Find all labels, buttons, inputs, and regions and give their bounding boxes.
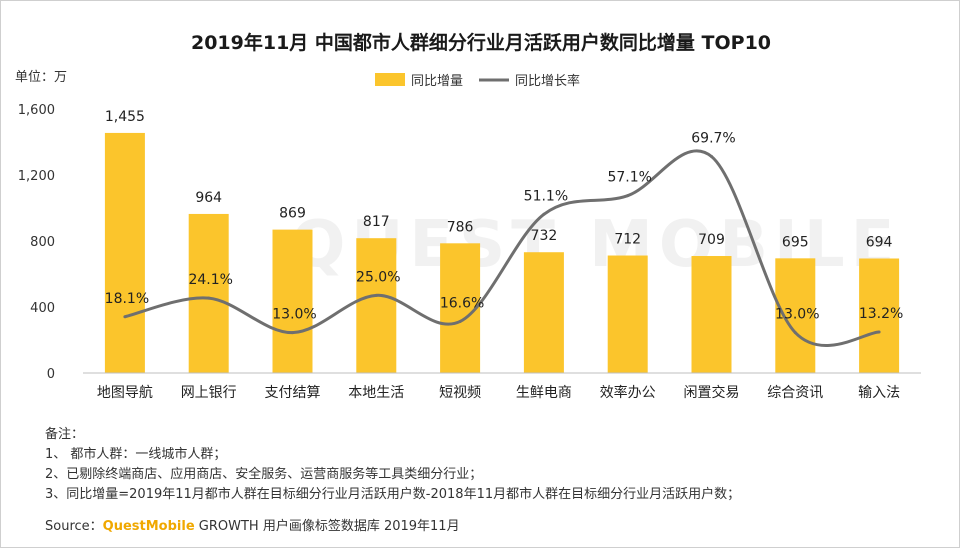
unit-label: 单位：万 xyxy=(15,70,67,85)
bar xyxy=(691,256,732,373)
growth-rate-point xyxy=(291,331,294,335)
growth-rate-label: 13.2% xyxy=(859,306,903,322)
x-axis-labels: 地图导航 网上银行 支付结算 本地生活 短视频 生鲜电商 效率办公 闲置交易 综合资讯 输入法 xyxy=(97,384,900,401)
bar xyxy=(607,255,648,373)
growth-rate-point xyxy=(793,331,797,335)
x-category-label: 闲置交易 xyxy=(684,384,740,401)
bar xyxy=(859,258,900,373)
growth-rate-label: 13.0% xyxy=(775,307,819,323)
x-category-label: 地图导航 xyxy=(97,385,153,401)
growth-rate-label: 18.1% xyxy=(105,291,149,307)
growth-rate-point xyxy=(207,296,211,300)
source-brand: QuestMobile xyxy=(102,519,195,534)
y-tick-label: 1,200 xyxy=(18,169,55,184)
growth-rate-point xyxy=(626,194,630,198)
y-tick-label: 400 xyxy=(30,301,55,316)
legend-bar-label: 同比增量 xyxy=(411,74,463,89)
bar xyxy=(104,132,145,373)
bar-value-label: 1,455 xyxy=(105,109,145,125)
bar xyxy=(272,229,313,373)
bars: 1,455 964 869 817 786 732 712 709 695 694 xyxy=(104,109,900,373)
x-category-label: 效率办公 xyxy=(600,384,656,401)
bar-value-label: 817 xyxy=(363,214,390,230)
growth-rate-label: 57.1% xyxy=(607,170,651,186)
growth-rate-line: 18.1% 24.1% 13.0% 25.0% 16.6% 51.1% 57.1% 69.7%… xyxy=(105,131,903,347)
bar xyxy=(775,258,816,373)
y-tick-label: 800 xyxy=(30,235,55,250)
source-text: GROWTH 用户画像标签数据库 2019年11月 xyxy=(194,519,460,534)
growth-rate-point xyxy=(877,330,881,334)
bar xyxy=(356,238,397,373)
bar-value-label: 695 xyxy=(782,234,809,250)
bar-value-label: 964 xyxy=(195,190,222,206)
source-prefix: Source： xyxy=(45,519,103,534)
notes: 备注： 1、 都市人群：一线城市人群； 2、已剔除终端商店、应用商店、安全服务、… xyxy=(45,425,740,505)
notes-heading: 备注： xyxy=(45,427,85,442)
growth-rate-label: 13.0% xyxy=(272,307,316,323)
source-line: Source：QuestMobile GROWTH 用户画像标签数据库 2019… xyxy=(45,515,460,534)
legend-bar-swatch xyxy=(375,73,405,86)
growth-rate-label: 69.7% xyxy=(691,131,735,147)
legend-line-label: 同比增长率 xyxy=(515,73,580,89)
growth-rate-point xyxy=(123,315,127,319)
bar-value-label: 694 xyxy=(866,234,893,250)
x-category-label: 本地生活 xyxy=(348,385,404,401)
bar-value-label: 869 xyxy=(279,206,306,222)
x-category-label: 支付结算 xyxy=(265,385,321,401)
x-category-label: 综合资讯 xyxy=(767,385,823,401)
bar xyxy=(188,213,229,373)
growth-rate-label: 51.1% xyxy=(524,188,568,204)
y-tick-label: 1,600 xyxy=(18,103,55,118)
x-category-label: 输入法 xyxy=(858,385,900,401)
chart-title: 2019年11月 中国都市人群细分行业月活跃用户数同比增量 TOP10 xyxy=(191,31,771,54)
bar-value-label: 786 xyxy=(447,219,474,235)
bar-value-label: 712 xyxy=(614,232,641,248)
y-tick-label: 0 xyxy=(47,367,55,382)
bar-value-label: 709 xyxy=(698,232,725,248)
bar xyxy=(440,243,481,373)
growth-rate-label: 24.1% xyxy=(188,272,232,288)
note-item-2: 2、已剔除终端商店、应用商店、安全服务、运营商服务等工具类细分行业； xyxy=(45,467,483,482)
growth-rate-point xyxy=(710,155,713,159)
growth-rate-path xyxy=(124,149,880,347)
growth-rate-label: 16.6% xyxy=(440,295,484,311)
x-category-label: 网上银行 xyxy=(181,385,237,401)
growth-rate-label: 25.0% xyxy=(356,269,400,285)
growth-rate-point xyxy=(374,293,378,297)
note-item-3: 3、同比增量=2019年11月都市人群在目标细分行业月活跃用户数-2018年11… xyxy=(45,487,741,502)
y-axis: 0 400 800 1,200 1,600 xyxy=(18,103,55,382)
bar xyxy=(523,252,564,373)
growth-rate-point xyxy=(542,212,546,216)
x-category-label: 生鲜电商 xyxy=(516,385,572,401)
bar-value-label: 732 xyxy=(531,228,558,244)
note-item-1: 1、 都市人群：一线城市人群； xyxy=(45,447,227,462)
growth-rate-point xyxy=(458,319,462,323)
legend: 同比增量 同比增长率 xyxy=(375,73,580,89)
x-category-label: 短视频 xyxy=(439,385,481,401)
